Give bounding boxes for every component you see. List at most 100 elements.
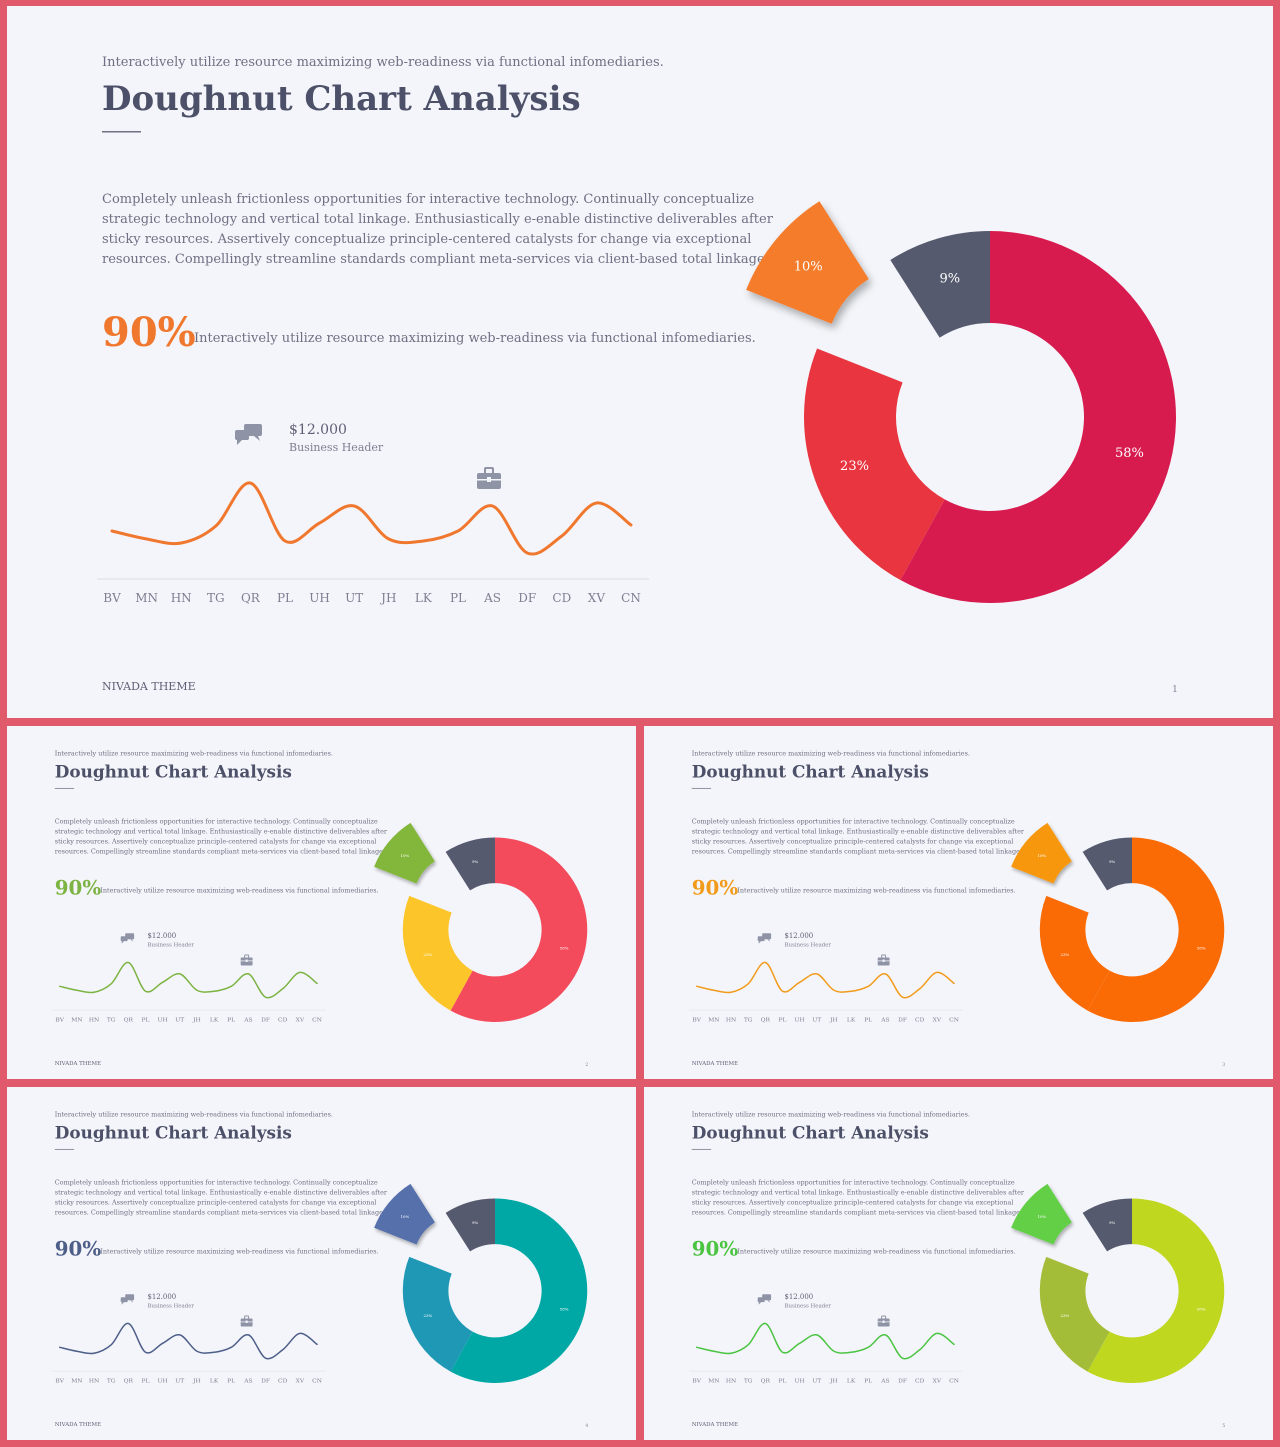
slide-canvas: Interactively utilize resource maximizin… bbox=[52, 750, 588, 1068]
x-tick-label: UT bbox=[175, 1016, 184, 1023]
donut-label: 10% bbox=[400, 1214, 409, 1219]
slide-canvas: Interactively utilize resource maximizin… bbox=[97, 55, 1178, 695]
body-text-line: strategic technology and vertical total … bbox=[692, 1189, 1025, 1197]
donut-label: 23% bbox=[423, 1313, 432, 1318]
donut-label: 10% bbox=[794, 260, 823, 275]
title-divider bbox=[691, 1148, 712, 1150]
x-tick-label: LK bbox=[210, 1377, 219, 1384]
tagline: Interactively utilize resource maximizin… bbox=[692, 750, 970, 758]
stat-value: 90% bbox=[55, 876, 102, 900]
slide-4[interactable]: Interactively utilize resource maximizin… bbox=[7, 1087, 636, 1440]
donut-slice bbox=[1039, 1256, 1110, 1372]
slide-content: Interactively utilize resource maximizin… bbox=[97, 55, 1178, 695]
x-tick-label: CD bbox=[552, 591, 571, 605]
body-text-line: resources. Compellingly streamline stand… bbox=[55, 847, 385, 855]
slide-3[interactable]: Interactively utilize resource maximizin… bbox=[644, 726, 1273, 1079]
x-tick-label: HN bbox=[89, 1377, 99, 1384]
x-tick-label: CN bbox=[621, 591, 641, 605]
line-series bbox=[695, 1322, 955, 1360]
x-tick-label: UH bbox=[158, 1377, 168, 1384]
donut-slice bbox=[1011, 1183, 1072, 1245]
page-title: Doughnut Chart Analysis bbox=[55, 1123, 292, 1143]
slide-canvas: Interactively utilize resource maximizin… bbox=[689, 1111, 1225, 1429]
x-tick-label: AS bbox=[243, 1377, 252, 1384]
chat-icon bbox=[235, 424, 262, 445]
page-title: Doughnut Chart Analysis bbox=[692, 1123, 929, 1143]
line-series bbox=[110, 481, 633, 556]
donut-label: 58% bbox=[560, 1307, 569, 1312]
donut-label: 9% bbox=[940, 272, 961, 287]
x-tick-label: PL bbox=[227, 1377, 235, 1384]
donut-label: 10% bbox=[1037, 1214, 1046, 1219]
donut-label: 23% bbox=[840, 459, 869, 474]
donut-label: 9% bbox=[472, 859, 479, 864]
x-tick-label: XV bbox=[933, 1377, 942, 1384]
x-tick-label: UH bbox=[795, 1377, 805, 1384]
x-tick-label: LK bbox=[847, 1016, 856, 1023]
stat-text: Interactively utilize resource maximizin… bbox=[100, 1248, 378, 1256]
briefcase-icon bbox=[477, 467, 501, 489]
donut-label: 9% bbox=[1109, 859, 1116, 864]
footer-brand: NIVADA THEME bbox=[692, 1422, 738, 1428]
page-number: 1 bbox=[1172, 685, 1178, 695]
x-tick-label: PL bbox=[864, 1377, 872, 1384]
callout-value: $12.000 bbox=[289, 422, 347, 438]
x-tick-label: PL bbox=[142, 1377, 150, 1384]
donut-slice bbox=[445, 837, 496, 891]
x-tick-label: PL bbox=[450, 591, 466, 605]
donut-slice bbox=[450, 837, 588, 1022]
x-tick-label: AS bbox=[483, 591, 501, 605]
x-tick-label: TG bbox=[107, 1016, 116, 1023]
x-tick-label: MN bbox=[708, 1016, 719, 1023]
x-tick-label: DF bbox=[261, 1377, 270, 1384]
stat-text: Interactively utilize resource maximizin… bbox=[737, 887, 1015, 895]
slide-content: Interactively utilize resource maximizin… bbox=[52, 1111, 588, 1429]
x-tick-label: PL bbox=[142, 1016, 150, 1023]
slide-content: Interactively utilize resource maximizin… bbox=[689, 750, 1225, 1068]
briefcase-icon bbox=[877, 1315, 890, 1327]
body-text-line: resources. Compellingly streamline stand… bbox=[102, 252, 769, 267]
x-tick-label: TG bbox=[207, 591, 225, 605]
callout-label: Business Header bbox=[784, 943, 831, 949]
x-tick-label: PL bbox=[779, 1016, 787, 1023]
donut-slice bbox=[1087, 1198, 1225, 1383]
x-tick-label: CD bbox=[915, 1016, 925, 1023]
x-tick-label: JH bbox=[829, 1016, 838, 1023]
slide-5[interactable]: Interactively utilize resource maximizin… bbox=[644, 1087, 1273, 1440]
body-text-line: sticky resources. Assertively conceptual… bbox=[55, 838, 377, 846]
donut-label: 10% bbox=[400, 853, 409, 858]
title-divider bbox=[102, 131, 141, 133]
slide-2[interactable]: Interactively utilize resource maximizin… bbox=[7, 726, 636, 1079]
tagline: Interactively utilize resource maximizin… bbox=[102, 55, 664, 70]
x-tick-label: PL bbox=[227, 1016, 235, 1023]
x-tick-label: TG bbox=[744, 1016, 753, 1023]
x-tick-label: DF bbox=[261, 1016, 270, 1023]
donut-slice bbox=[445, 1198, 496, 1252]
x-tick-label: LK bbox=[415, 591, 433, 605]
x-tick-label: UT bbox=[175, 1377, 184, 1384]
donut-slice bbox=[900, 231, 1176, 603]
donut-slice bbox=[450, 1198, 588, 1383]
callout-label: Business Header bbox=[289, 441, 384, 454]
chat-icon bbox=[757, 1294, 772, 1305]
x-tick-label: QR bbox=[124, 1016, 134, 1023]
donut-label: 10% bbox=[1037, 853, 1046, 858]
x-tick-label: JH bbox=[379, 591, 396, 605]
x-tick-label: PL bbox=[864, 1016, 872, 1023]
body-text-line: Completely unleash frictionless opportun… bbox=[55, 818, 378, 826]
slide-canvas: Interactively utilize resource maximizin… bbox=[52, 1111, 588, 1429]
briefcase-icon bbox=[240, 1315, 253, 1327]
x-tick-label: BV bbox=[55, 1016, 64, 1023]
chat-icon bbox=[757, 933, 772, 944]
line-series bbox=[695, 961, 955, 999]
body-text-line: sticky resources. Assertively conceptual… bbox=[55, 1199, 377, 1207]
donut-slice bbox=[1082, 837, 1133, 891]
line-series bbox=[58, 961, 318, 999]
x-tick-label: UH bbox=[795, 1016, 805, 1023]
donut-label: 9% bbox=[472, 1220, 479, 1225]
tagline: Interactively utilize resource maximizin… bbox=[55, 750, 333, 758]
slide-1[interactable]: Interactively utilize resource maximizin… bbox=[7, 6, 1273, 718]
title-divider bbox=[691, 787, 712, 789]
slide-canvas: Interactively utilize resource maximizin… bbox=[689, 750, 1225, 1068]
donut-label: 9% bbox=[1109, 1220, 1116, 1225]
